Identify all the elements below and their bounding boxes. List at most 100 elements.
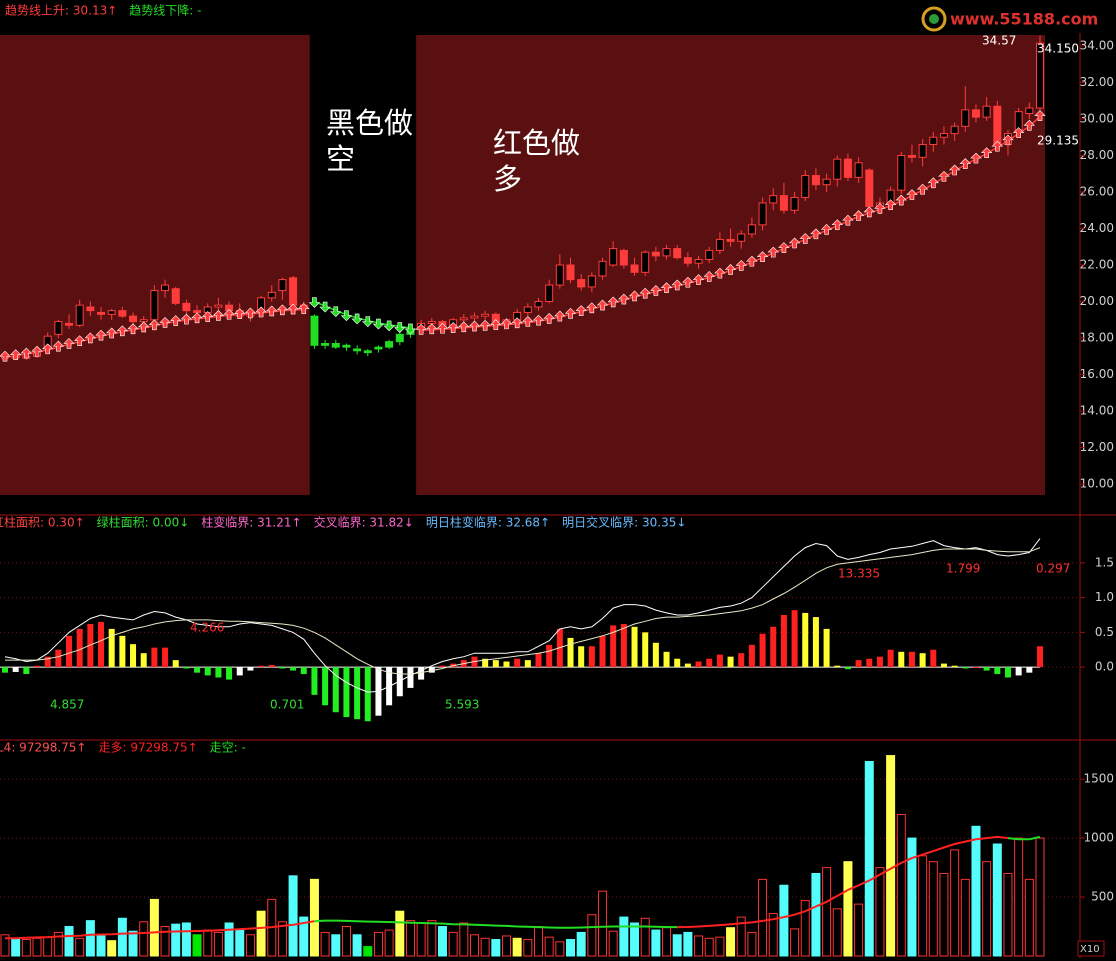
candle-body — [779, 195, 788, 211]
trend-arrow — [1002, 134, 1014, 146]
candle-body — [86, 306, 95, 312]
y-tick-label: 28.00 — [1080, 148, 1114, 162]
macd-bar — [567, 637, 574, 668]
volume-bar — [341, 926, 351, 957]
y-tick-label: 18.00 — [1080, 331, 1114, 345]
macd-bar — [930, 649, 937, 668]
macd-bar — [994, 667, 1001, 675]
trend-arrow — [628, 290, 641, 302]
trend-arrow — [938, 170, 950, 182]
volume-bar — [768, 913, 778, 957]
candle-body — [811, 175, 820, 186]
candle-body — [353, 348, 362, 352]
trend-arrow — [692, 274, 705, 285]
macd-bar — [620, 624, 627, 668]
macd-bar — [610, 625, 617, 668]
macd-bar — [887, 649, 894, 668]
volume-bar — [1003, 872, 1013, 957]
trend-arrow — [596, 299, 609, 311]
macd-bar — [663, 651, 670, 668]
candle-body — [289, 277, 298, 306]
candle-body — [694, 259, 703, 264]
macd-bar — [727, 656, 734, 668]
legend-entry: 走多: 97298.75↑ — [99, 741, 198, 755]
macd-bar — [151, 647, 158, 668]
trend-arrow — [906, 189, 918, 200]
macd-bar — [876, 656, 883, 668]
trend-arrow — [95, 329, 107, 341]
volume-bar — [800, 900, 810, 957]
macd-bar — [332, 667, 339, 713]
candle-body — [459, 317, 468, 321]
candle-body — [662, 248, 671, 257]
trend-arrow — [202, 311, 214, 322]
macd-bar — [674, 658, 681, 668]
y-tick-label: 1500 — [1083, 772, 1114, 786]
candle-body — [566, 264, 575, 281]
volume-bar — [213, 931, 223, 957]
macd-bar — [780, 615, 787, 668]
trend-arrow — [490, 319, 502, 330]
volume-bar — [843, 861, 853, 957]
macd-bar — [524, 660, 531, 668]
candle-body — [118, 310, 127, 317]
candle-body — [75, 304, 84, 326]
volume-bar — [918, 855, 928, 957]
volume-bar — [203, 929, 213, 957]
trend-arrow — [1012, 127, 1025, 138]
candle-body — [961, 109, 970, 127]
macd-bar — [652, 642, 659, 668]
macd-bar — [439, 665, 446, 668]
macd-bar — [23, 667, 30, 675]
macd-bar — [268, 665, 275, 668]
trend-arrow — [703, 270, 715, 282]
trend-arrow — [404, 323, 417, 335]
trend-arrow — [916, 183, 929, 195]
trend-arrow — [564, 307, 577, 319]
candle-body — [150, 290, 159, 321]
volume-bar — [149, 898, 159, 957]
volume-bar — [128, 930, 138, 957]
trend-line — [314, 300, 411, 329]
volume-bar — [982, 861, 992, 957]
y-tick-label: 12.00 — [1080, 440, 1114, 454]
volume-bar — [619, 916, 629, 957]
candle-body — [331, 342, 340, 348]
volume-bar — [747, 931, 757, 957]
volume-bar — [85, 920, 95, 957]
volume-bar — [651, 929, 661, 957]
legend-entry: 红柱面积: 0.30↑ — [0, 515, 85, 530]
volume-bar — [758, 878, 768, 957]
trend-arrow — [244, 307, 257, 319]
volume-bar — [43, 936, 53, 957]
y-tick-label: 0.0 — [1095, 660, 1114, 674]
macd-bar — [535, 653, 542, 668]
candle-body — [1025, 107, 1034, 114]
volume-bar — [523, 938, 533, 957]
candle-body — [673, 248, 682, 259]
macd-bar — [898, 651, 905, 668]
volume-bar — [469, 934, 479, 957]
macd-bar — [418, 667, 425, 680]
legend-entry: 绿柱面积: 0.00↓ — [97, 515, 190, 530]
legend-entry: L4: 97298.75↑ — [0, 741, 87, 755]
macd-bar — [76, 628, 83, 668]
volume-bar — [630, 922, 640, 957]
candle-body — [790, 196, 799, 211]
volume-bar — [1014, 837, 1024, 957]
volume-bar — [598, 890, 608, 957]
candle-body — [854, 162, 863, 178]
volume-bar — [960, 878, 970, 957]
candle-body — [747, 224, 756, 235]
annotation: 黑色做空 — [326, 106, 414, 176]
trend-arrow — [383, 320, 395, 332]
trend-arrow — [298, 303, 310, 314]
macd-bar — [258, 665, 265, 668]
trend-arrow — [426, 323, 438, 335]
trend-arrow — [287, 303, 299, 315]
candle-body — [630, 264, 639, 273]
volume-bar — [395, 910, 405, 957]
volume-bar — [555, 941, 565, 957]
volume-bar — [245, 934, 255, 957]
legend-entry: 交叉临界: 31.82↓ — [314, 515, 414, 530]
